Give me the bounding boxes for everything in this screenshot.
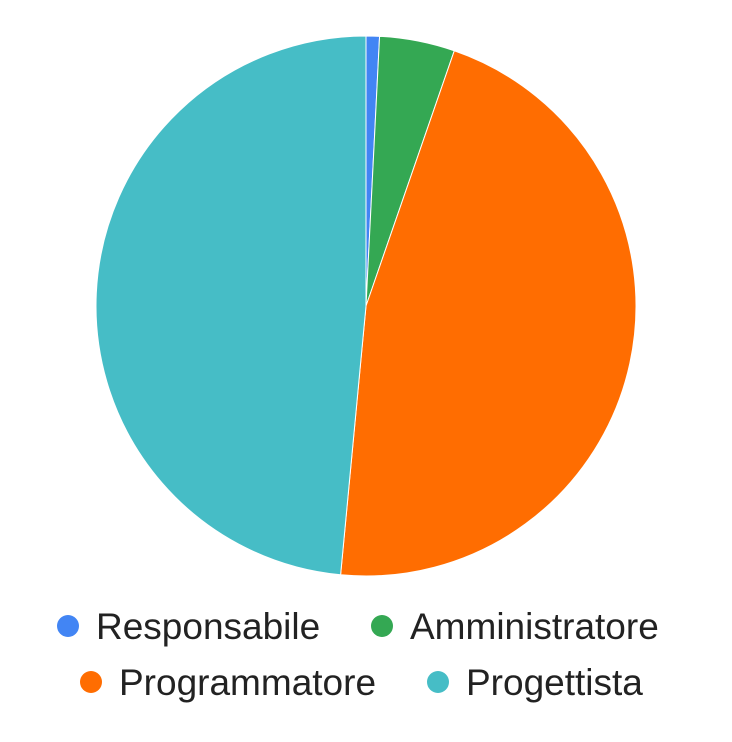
legend-swatch-programmatore (80, 671, 102, 693)
legend: Responsabile Amministratore Programmator… (57, 606, 659, 703)
legend-label-programmatore: Programmatore (119, 662, 376, 703)
legend-swatch-responsabile (57, 615, 79, 637)
legend-label-responsabile: Responsabile (96, 606, 320, 647)
legend-item-programmatore[interactable]: Programmatore (80, 662, 376, 703)
legend-item-progettista[interactable]: Progettista (427, 662, 643, 703)
legend-swatch-amministratore (371, 615, 393, 637)
legend-swatch-progettista (427, 671, 449, 693)
legend-label-progettista: Progettista (466, 662, 643, 703)
legend-item-amministratore[interactable]: Amministratore (371, 606, 659, 647)
pie-slice-programmatore[interactable] (340, 50, 637, 577)
pie-slice-progettista[interactable] (95, 35, 367, 576)
pie-slices (95, 35, 637, 577)
legend-label-amministratore: Amministratore (410, 606, 659, 647)
legend-item-responsabile[interactable]: Responsabile (57, 606, 320, 647)
